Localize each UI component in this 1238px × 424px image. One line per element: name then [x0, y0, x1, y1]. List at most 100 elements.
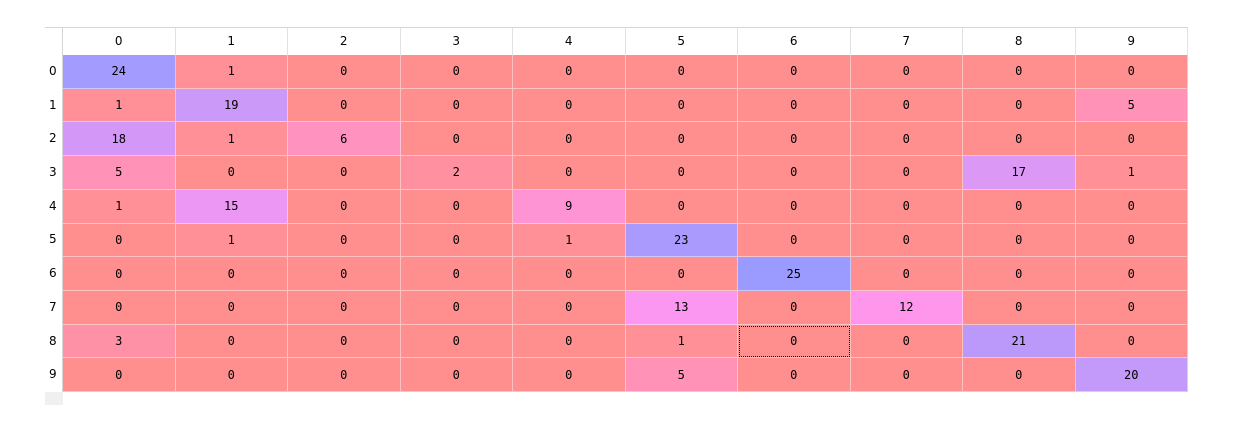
grid-cell[interactable]: 0: [513, 358, 626, 392]
grid-cell[interactable]: 0: [625, 257, 738, 291]
grid-cell[interactable]: 1: [175, 122, 288, 157]
row-header[interactable]: 5: [45, 223, 62, 258]
grid-cell[interactable]: 0: [63, 257, 176, 291]
grid-cell[interactable]: 0: [288, 290, 401, 325]
grid-cell[interactable]: 0: [63, 290, 176, 325]
grid-cell[interactable]: 0: [175, 257, 288, 291]
grid-cell[interactable]: 1: [1075, 156, 1188, 190]
grid-cell[interactable]: 0: [625, 156, 738, 190]
grid-cell[interactable]: 0: [288, 257, 401, 291]
grid-cell[interactable]: 0: [738, 88, 851, 123]
grid-cell[interactable]: 0: [1075, 122, 1188, 157]
grid-cell[interactable]: 1: [175, 223, 288, 258]
grid-cell[interactable]: 0: [625, 189, 738, 224]
grid-cell[interactable]: 0: [738, 290, 851, 325]
grid-cell[interactable]: 0: [400, 290, 513, 325]
grid-cell[interactable]: 1: [63, 88, 176, 123]
column-header[interactable]: 5: [625, 28, 738, 55]
grid-cell[interactable]: 0: [400, 257, 513, 291]
grid-cell[interactable]: 0: [738, 122, 851, 157]
row-header[interactable]: 6: [45, 257, 62, 291]
grid-cell[interactable]: 0: [738, 358, 851, 392]
grid-cell[interactable]: 0: [625, 55, 738, 89]
grid-cell[interactable]: 0: [850, 189, 963, 224]
grid-cell[interactable]: 0: [738, 324, 851, 359]
grid-cell[interactable]: 0: [288, 324, 401, 359]
grid-cell[interactable]: 0: [850, 223, 963, 258]
grid-cell[interactable]: 0: [288, 358, 401, 392]
grid-cell[interactable]: 0: [63, 223, 176, 258]
grid-cell[interactable]: 0: [175, 156, 288, 190]
grid-cell[interactable]: 17: [963, 156, 1076, 190]
grid-cell[interactable]: 0: [400, 55, 513, 89]
grid-cell[interactable]: 0: [513, 55, 626, 89]
grid-cell[interactable]: 19: [175, 88, 288, 123]
row-header[interactable]: 4: [45, 189, 62, 224]
grid-cell[interactable]: 9: [513, 189, 626, 224]
grid-cell[interactable]: 5: [63, 156, 176, 190]
grid-cell[interactable]: 0: [63, 358, 176, 392]
grid-cell[interactable]: 1: [175, 55, 288, 89]
grid-cell[interactable]: 15: [175, 189, 288, 224]
grid-cell[interactable]: 25: [738, 257, 851, 291]
row-header[interactable]: 9: [45, 358, 62, 392]
grid-cell[interactable]: 0: [513, 257, 626, 291]
grid-cell[interactable]: 0: [963, 358, 1076, 392]
grid-cell[interactable]: 3: [63, 324, 176, 359]
grid-cell[interactable]: 0: [625, 122, 738, 157]
grid-cell[interactable]: 5: [1075, 88, 1188, 123]
grid-cell[interactable]: 0: [513, 122, 626, 157]
column-header[interactable]: 8: [963, 28, 1076, 55]
column-header[interactable]: 3: [400, 28, 513, 55]
grid-cell[interactable]: 12: [850, 290, 963, 325]
grid-cell[interactable]: 0: [513, 324, 626, 359]
grid-cell[interactable]: 0: [400, 324, 513, 359]
grid-cell[interactable]: 0: [850, 88, 963, 123]
grid-cell[interactable]: 0: [1075, 189, 1188, 224]
grid-cell[interactable]: 20: [1075, 358, 1188, 392]
grid-cell[interactable]: 0: [625, 88, 738, 123]
grid-cell[interactable]: 18: [63, 122, 176, 157]
grid-cell[interactable]: 5: [625, 358, 738, 392]
grid-cell[interactable]: 0: [400, 189, 513, 224]
grid-cell[interactable]: 0: [738, 223, 851, 258]
grid-cell[interactable]: 0: [738, 156, 851, 190]
grid-cell[interactable]: 0: [400, 223, 513, 258]
grid-cell[interactable]: 0: [400, 122, 513, 157]
grid-cell[interactable]: 0: [1075, 55, 1188, 89]
row-header[interactable]: 3: [45, 156, 62, 190]
row-header[interactable]: 1: [45, 88, 62, 123]
grid-cell[interactable]: 0: [1075, 223, 1188, 258]
grid-cell[interactable]: 0: [850, 122, 963, 157]
grid-cell[interactable]: 13: [625, 290, 738, 325]
grid-cell[interactable]: 0: [1075, 290, 1188, 325]
grid-cell[interactable]: 6: [288, 122, 401, 157]
grid-cell[interactable]: 0: [850, 358, 963, 392]
grid-cell[interactable]: 0: [175, 358, 288, 392]
column-header[interactable]: 7: [850, 28, 963, 55]
grid-cell[interactable]: 0: [738, 189, 851, 224]
grid-cell[interactable]: 0: [850, 156, 963, 190]
grid-cell[interactable]: 0: [288, 55, 401, 89]
grid-cell[interactable]: 21: [963, 324, 1076, 359]
grid-cell[interactable]: 0: [513, 156, 626, 190]
grid-cell[interactable]: 0: [963, 257, 1076, 291]
grid-cell[interactable]: 23: [625, 223, 738, 258]
grid-cell[interactable]: 0: [513, 88, 626, 123]
column-header[interactable]: 6: [738, 28, 851, 55]
column-header[interactable]: 4: [513, 28, 626, 55]
grid-cell[interactable]: 0: [850, 324, 963, 359]
grid-cell[interactable]: 0: [288, 189, 401, 224]
grid-cell[interactable]: 0: [513, 290, 626, 325]
row-header[interactable]: 0: [45, 55, 62, 89]
grid-cell[interactable]: 0: [963, 189, 1076, 224]
grid-cell[interactable]: 0: [850, 257, 963, 291]
column-header[interactable]: 0: [63, 28, 176, 55]
column-header[interactable]: 9: [1075, 28, 1188, 55]
grid-cell[interactable]: 0: [288, 223, 401, 258]
row-header[interactable]: 8: [45, 324, 62, 359]
grid-cell[interactable]: 0: [1075, 324, 1188, 359]
grid-cell[interactable]: 24: [63, 55, 176, 89]
grid-cell[interactable]: 0: [1075, 257, 1188, 291]
grid-cell[interactable]: 0: [400, 88, 513, 123]
